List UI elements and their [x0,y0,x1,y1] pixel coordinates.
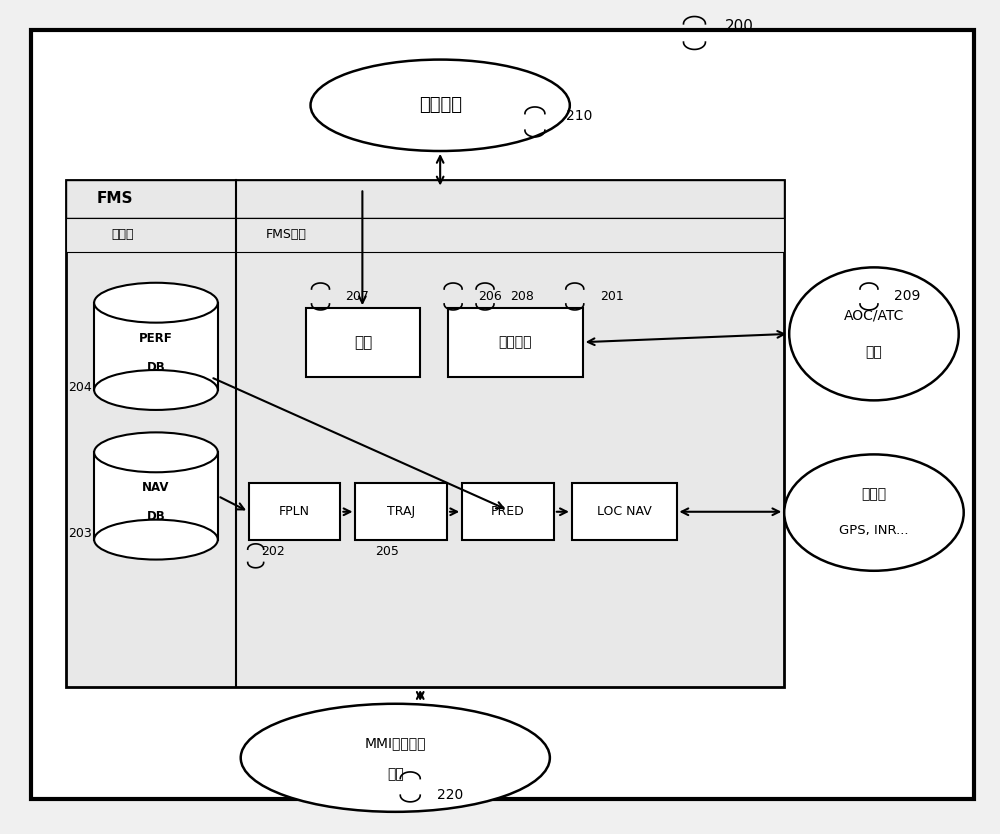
Text: FMS功能: FMS功能 [266,229,307,242]
Text: 220: 220 [437,788,463,802]
Text: MMI：屏幕、: MMI：屏幕、 [365,736,426,750]
Text: 208: 208 [510,290,534,303]
Bar [94,303,218,390]
Ellipse shape [94,283,218,323]
Bar [448,308,583,377]
Text: 传感器: 传感器 [861,487,887,501]
Text: 204: 204 [68,381,92,394]
Ellipse shape [789,268,959,400]
Ellipse shape [311,59,570,151]
Text: 数据库: 数据库 [111,229,134,242]
Bar [306,308,420,377]
Text: PERF: PERF [139,332,173,344]
Text: 导航: 导航 [354,335,372,350]
Text: FMS: FMS [96,191,133,206]
Text: 201: 201 [600,290,623,303]
Text: LOC NAV: LOC NAV [597,505,652,518]
Ellipse shape [94,520,218,560]
Bar [66,180,784,687]
Bar [572,484,677,540]
Ellipse shape [784,455,964,570]
Text: FPLN: FPLN [279,505,310,518]
Bar [94,452,218,540]
Text: 206: 206 [478,290,502,303]
Text: 自动驾驶: 自动驾驶 [419,96,462,114]
Bar [249,484,340,540]
Text: 207: 207 [345,290,369,303]
Text: AOC/ATC: AOC/ATC [844,309,904,323]
Text: NAV: NAV [142,481,170,495]
Bar [66,180,784,218]
Bar [66,218,784,253]
Text: 中心: 中心 [866,345,882,359]
Text: 键盘: 键盘 [387,767,404,781]
Text: 202: 202 [261,545,284,558]
Text: PRED: PRED [491,505,525,518]
Text: 210: 210 [566,109,592,123]
Text: GPS, INR...: GPS, INR... [839,525,909,537]
Ellipse shape [94,432,218,472]
Ellipse shape [94,370,218,410]
Text: DB: DB [147,510,165,523]
Text: 209: 209 [894,289,920,304]
Ellipse shape [241,704,550,811]
Bar [462,484,554,540]
Text: 数据链路: 数据链路 [499,335,532,349]
Text: 203: 203 [68,527,92,540]
Bar [355,484,447,540]
Text: 200: 200 [724,19,753,34]
Text: TRAJ: TRAJ [387,505,415,518]
Text: DB: DB [147,360,165,374]
Text: 205: 205 [375,545,399,558]
